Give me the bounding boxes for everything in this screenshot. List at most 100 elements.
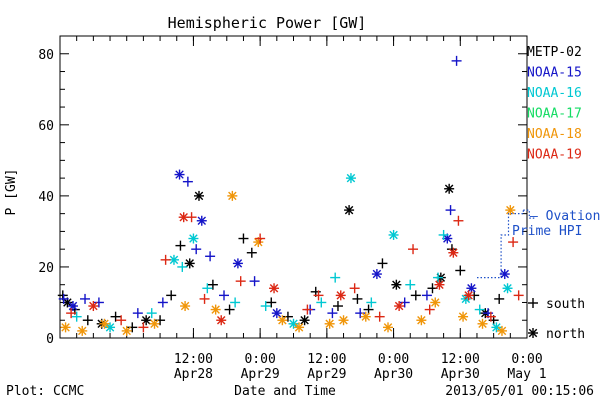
data-point bbox=[485, 311, 496, 322]
axes: 02040608012:00Apr280:00Apr2912:00Apr290:… bbox=[38, 35, 547, 382]
data-point bbox=[288, 318, 299, 329]
data-point bbox=[182, 176, 193, 187]
x-tick-label: 12:00 bbox=[174, 352, 213, 367]
data-point bbox=[316, 297, 327, 308]
data-point bbox=[188, 233, 199, 244]
x-tick-label: 0:00 bbox=[244, 352, 275, 367]
data-point bbox=[494, 293, 505, 304]
data-point bbox=[82, 315, 93, 326]
data-point bbox=[146, 308, 157, 319]
data-point bbox=[302, 304, 313, 315]
data-point bbox=[168, 254, 179, 265]
data-point bbox=[67, 301, 78, 312]
legend-entry: NOAA-18 bbox=[527, 127, 582, 142]
ovation-line bbox=[477, 210, 524, 279]
data-point bbox=[149, 318, 160, 329]
y-tick-label: 80 bbox=[38, 48, 54, 63]
x-tick-label: 12:00 bbox=[307, 352, 346, 367]
data-point bbox=[157, 297, 168, 308]
data-point bbox=[116, 315, 127, 326]
legend-entry: NOAA-15 bbox=[527, 66, 582, 81]
data-point bbox=[335, 290, 346, 301]
data-point bbox=[451, 55, 462, 66]
y-tick-label: 60 bbox=[38, 119, 54, 134]
data-point bbox=[238, 233, 249, 244]
data-point bbox=[327, 308, 338, 319]
data-point bbox=[110, 311, 121, 322]
y-tick-label: 20 bbox=[38, 261, 54, 276]
ovation-legend-label: — Ovation bbox=[530, 209, 600, 224]
data-point bbox=[391, 279, 402, 290]
data-point bbox=[60, 322, 71, 333]
data-point bbox=[260, 301, 271, 312]
data-point bbox=[330, 272, 341, 283]
data-point bbox=[344, 205, 355, 216]
data-point bbox=[444, 183, 455, 194]
data-point bbox=[477, 318, 488, 329]
legend-entry: NOAA-17 bbox=[527, 107, 582, 122]
data-point bbox=[269, 283, 280, 294]
data-point bbox=[202, 283, 213, 294]
data-point bbox=[266, 297, 277, 308]
data-point bbox=[193, 190, 204, 201]
data-point bbox=[424, 304, 435, 315]
data-point bbox=[349, 283, 360, 294]
data-point bbox=[366, 297, 377, 308]
data-point bbox=[271, 308, 282, 319]
data-point bbox=[219, 290, 230, 301]
data-point bbox=[438, 229, 449, 240]
data-point bbox=[196, 215, 207, 226]
x-tick-label: 0:00 bbox=[511, 352, 542, 367]
data-point bbox=[338, 315, 349, 326]
data-point bbox=[210, 304, 221, 315]
plot-timestamp: 2013/05/01 00:15:06 bbox=[445, 384, 594, 399]
data-point bbox=[155, 315, 166, 326]
x-tick-label-date: Apr28 bbox=[174, 367, 213, 382]
data-point bbox=[416, 315, 427, 326]
legend: METP-02 NOAA-15 NOAA-16 NOAA-17 NOAA-18 NOAA-… bbox=[527, 45, 585, 342]
data-point bbox=[455, 265, 466, 276]
data-point bbox=[175, 240, 186, 251]
x-tick-label-date: Apr30 bbox=[441, 367, 480, 382]
data-point bbox=[105, 322, 116, 333]
data-point bbox=[58, 293, 69, 304]
data-point bbox=[388, 229, 399, 240]
data-point bbox=[463, 290, 474, 301]
data-point bbox=[186, 212, 197, 223]
data-point bbox=[232, 258, 243, 269]
data-point bbox=[132, 308, 143, 319]
data-points bbox=[57, 55, 524, 336]
data-point bbox=[246, 247, 257, 258]
plot-frame bbox=[59, 35, 528, 339]
x-tick-label: 12:00 bbox=[441, 352, 480, 367]
data-point bbox=[499, 269, 510, 280]
data-point bbox=[513, 290, 524, 301]
data-point bbox=[294, 322, 305, 333]
plot-credit: Plot: CCMC bbox=[6, 384, 84, 399]
data-point bbox=[421, 290, 432, 301]
data-point bbox=[66, 308, 77, 319]
data-point bbox=[405, 279, 416, 290]
data-point bbox=[458, 311, 469, 322]
ovation-legend-label-2: Prime HPI bbox=[512, 224, 582, 239]
data-point bbox=[282, 311, 293, 322]
data-point bbox=[324, 318, 335, 329]
data-point bbox=[99, 318, 110, 329]
data-point bbox=[383, 322, 394, 333]
data-point bbox=[430, 297, 441, 308]
data-point bbox=[199, 293, 210, 304]
data-point bbox=[345, 173, 356, 184]
data-point bbox=[355, 308, 366, 319]
data-point bbox=[93, 297, 104, 308]
data-point bbox=[433, 272, 444, 283]
x-tick-label-date: May 1 bbox=[507, 367, 546, 382]
data-point bbox=[434, 279, 445, 290]
data-point bbox=[399, 297, 410, 308]
data-point bbox=[127, 322, 138, 333]
data-point bbox=[205, 251, 216, 262]
data-point bbox=[121, 325, 132, 336]
data-point bbox=[71, 311, 82, 322]
data-point bbox=[496, 325, 507, 336]
data-point bbox=[224, 304, 235, 315]
